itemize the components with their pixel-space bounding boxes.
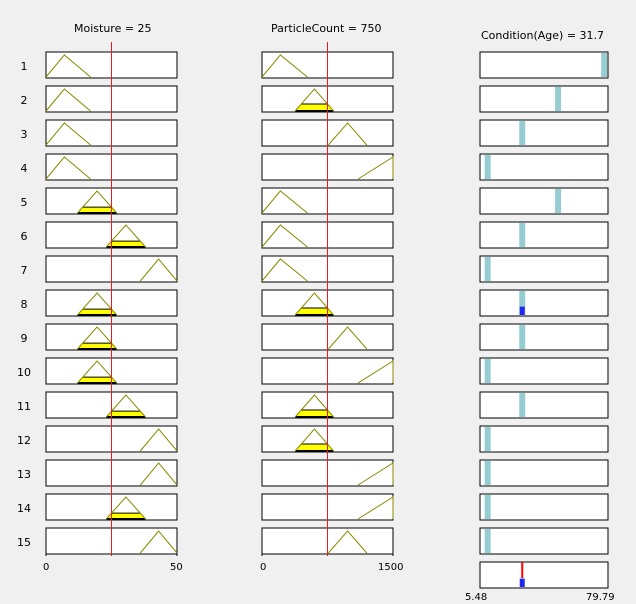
output-mf-box	[479, 357, 609, 385]
output-mf-box	[479, 391, 609, 419]
aggregate-output-box	[479, 561, 609, 589]
output-singleton-bar	[519, 121, 526, 145]
mf-triangle	[261, 190, 308, 214]
mf-fill	[77, 377, 117, 383]
mf-fill	[295, 444, 334, 451]
output-singleton-bar	[519, 291, 526, 315]
mf-triangle	[77, 360, 118, 384]
rule-number: 10	[17, 366, 31, 379]
output-singleton-bar	[484, 257, 491, 281]
mf-triangle	[77, 326, 118, 350]
mf-fill	[295, 308, 334, 315]
mf-fill	[77, 207, 117, 213]
rule-number: 14	[17, 502, 31, 515]
condition-age-header: Condition(Age) = 31.7	[481, 29, 605, 42]
mf-triangle	[45, 122, 91, 146]
output-mf-box	[479, 221, 609, 249]
output-singleton-bar	[519, 223, 526, 247]
output-fired-bar	[519, 306, 525, 315]
output-axis-max: 79.79	[586, 592, 615, 603]
mf-fill	[106, 241, 146, 247]
mf-fill	[295, 104, 334, 111]
output-mf-box	[479, 255, 609, 283]
moisture-axis-min: 0	[43, 562, 50, 573]
mf-triangle	[261, 224, 308, 248]
moisture-axis-max: 50	[170, 562, 183, 573]
output-mf-box	[479, 187, 609, 215]
output-singleton-bar	[519, 393, 526, 417]
output-singleton-bar	[484, 529, 491, 553]
mf-fill	[77, 309, 117, 315]
mf-fill	[106, 513, 146, 519]
output-singleton-bar	[484, 495, 491, 519]
output-axis-min: 5.48	[465, 592, 488, 603]
rule-number: 3	[20, 128, 28, 141]
mf-triangle	[139, 530, 178, 554]
rule-number: 15	[17, 536, 31, 549]
output-mf-box	[479, 425, 609, 453]
particlecount-axis-min: 0	[260, 562, 267, 573]
output-mf-box	[479, 119, 609, 147]
rule-number: 9	[20, 332, 28, 345]
rule-number: 4	[20, 162, 28, 175]
output-singleton-bar	[601, 53, 608, 77]
output-mf-box	[479, 493, 609, 521]
mf-triangle	[105, 394, 146, 418]
output-mf-box	[479, 459, 609, 487]
output-singleton-bar	[484, 427, 491, 451]
mf-triangle	[357, 496, 394, 520]
mf-triangle	[139, 258, 178, 282]
rule-number: 13	[17, 468, 31, 481]
moisture-header: Moisture = 25	[74, 22, 152, 35]
rule-number: 5	[20, 196, 28, 209]
mf-triangle	[45, 156, 91, 180]
mf-triangle	[327, 530, 368, 554]
mf-triangle	[45, 54, 91, 78]
mf-fill	[77, 343, 117, 349]
output-mf-box	[479, 527, 609, 555]
rule-number: 6	[20, 230, 28, 243]
mf-triangle	[261, 54, 308, 78]
rule-number: 12	[17, 434, 31, 447]
particlecount-axis-max: 1500	[378, 562, 404, 573]
mf-triangle	[105, 224, 146, 248]
mf-triangle	[261, 258, 308, 282]
rule-number: 2	[20, 94, 28, 107]
mf-fill	[295, 410, 334, 417]
rule-number: 11	[17, 400, 31, 413]
mf-triangle	[77, 190, 118, 214]
output-singleton-bar	[484, 155, 491, 179]
particlecount-header: ParticleCount = 750	[271, 22, 382, 35]
aggregate-fired-bar	[519, 578, 525, 587]
mf-triangle	[327, 326, 368, 350]
mf-fill	[106, 411, 146, 417]
mf-triangle	[77, 292, 118, 316]
output-singleton-bar	[555, 87, 562, 111]
mf-triangle	[139, 428, 178, 452]
output-singleton-bar	[519, 325, 526, 349]
output-mf-box	[479, 153, 609, 181]
mf-triangle	[105, 496, 146, 520]
rule-number: 7	[20, 264, 28, 277]
mf-triangle	[357, 462, 394, 486]
mf-triangle	[357, 360, 394, 384]
mf-triangle	[45, 88, 91, 112]
output-singleton-bar	[484, 461, 491, 485]
rule-number: 8	[20, 298, 28, 311]
output-mf-box	[479, 323, 609, 351]
output-singleton-bar	[555, 189, 562, 213]
output-mf-box	[479, 51, 609, 79]
mf-triangle	[327, 122, 368, 146]
output-mf-box	[479, 289, 609, 317]
output-mf-box	[479, 85, 609, 113]
output-singleton-bar	[484, 359, 491, 383]
mf-triangle	[357, 156, 394, 180]
rule-number: 1	[20, 60, 28, 73]
mf-triangle	[139, 462, 178, 486]
